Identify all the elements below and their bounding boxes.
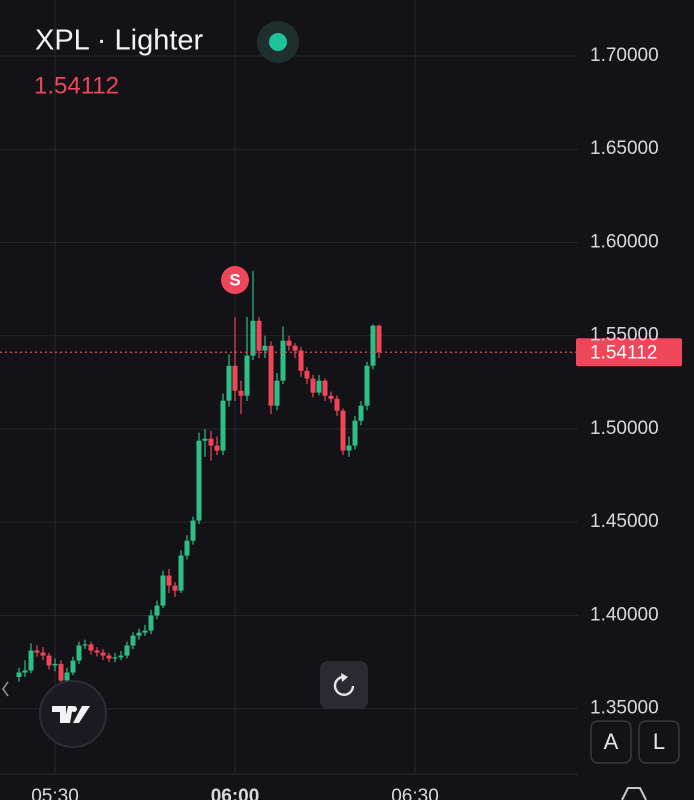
candle-body bbox=[316, 380, 322, 393]
candle-body bbox=[376, 325, 382, 353]
x-tick-label: 06:30 bbox=[391, 786, 439, 800]
candle-body bbox=[52, 663, 58, 666]
candle-body bbox=[220, 400, 226, 451]
candle-body bbox=[124, 645, 130, 656]
candle-body bbox=[184, 540, 190, 556]
candle-body bbox=[136, 632, 142, 636]
y-tick-label: 1.60000 bbox=[590, 231, 659, 252]
candle-body bbox=[76, 645, 82, 661]
candles bbox=[16, 270, 382, 687]
candle-body bbox=[364, 365, 370, 406]
candle-body bbox=[238, 390, 244, 396]
candle-body bbox=[286, 340, 292, 346]
reset-icon bbox=[333, 675, 355, 696]
y-tick-label: 1.40000 bbox=[590, 604, 659, 625]
signal-marker-label: S bbox=[229, 271, 240, 290]
logo-button[interactable] bbox=[39, 680, 107, 748]
candle-body bbox=[310, 378, 316, 393]
y-tick-label: 1.70000 bbox=[590, 45, 659, 66]
candle-body bbox=[64, 672, 70, 681]
logo-dot bbox=[71, 706, 77, 712]
candle-body bbox=[274, 380, 280, 406]
overlay: 1.54112 S bbox=[0, 266, 682, 367]
settings-icon[interactable] bbox=[621, 787, 647, 800]
scale-button-label: L bbox=[653, 729, 665, 754]
candle-body bbox=[166, 575, 172, 586]
last-price: 1.54112 bbox=[34, 72, 119, 99]
candle-body bbox=[112, 657, 118, 659]
y-tick-label: 1.45000 bbox=[590, 511, 659, 532]
candle-body bbox=[292, 345, 298, 351]
x-tick-label: 05:30 bbox=[31, 786, 79, 800]
candle-body bbox=[70, 660, 76, 673]
candle-body bbox=[40, 652, 46, 656]
candle-body bbox=[256, 320, 262, 351]
candle-body bbox=[88, 644, 94, 651]
candle-body bbox=[208, 438, 214, 446]
y-tick-label: 1.65000 bbox=[590, 138, 659, 159]
candle-body bbox=[328, 395, 334, 399]
x-tick-label: 06:00 bbox=[211, 786, 260, 800]
candle-body bbox=[280, 340, 286, 381]
y-tick-label: 1.35000 bbox=[590, 698, 659, 719]
candle-body bbox=[94, 650, 100, 653]
reset-icon-arrow bbox=[341, 673, 348, 682]
scale-button-label: A bbox=[604, 729, 619, 754]
candle-body bbox=[142, 630, 148, 633]
scale-button[interactable] bbox=[590, 720, 632, 764]
y-tick-label: 1.50000 bbox=[590, 418, 659, 439]
candle-body bbox=[346, 445, 352, 451]
candle-body bbox=[22, 670, 28, 673]
reset-button[interactable] bbox=[320, 661, 368, 709]
candle-body bbox=[298, 350, 304, 371]
candle-body bbox=[340, 410, 346, 451]
logo-icon bbox=[52, 706, 90, 723]
candle-body bbox=[154, 605, 160, 616]
candle-body bbox=[46, 655, 52, 666]
candle-body bbox=[322, 380, 328, 396]
candle-body bbox=[172, 585, 178, 591]
candle-body bbox=[28, 650, 34, 671]
candle-body bbox=[148, 615, 154, 631]
candle-body bbox=[106, 655, 112, 659]
status-dot bbox=[269, 33, 287, 51]
candle-body bbox=[226, 365, 232, 401]
last-price-tag-label: 1.54112 bbox=[590, 342, 657, 363]
candle-body bbox=[178, 555, 184, 591]
last-price-tag bbox=[576, 338, 682, 367]
candle-body bbox=[16, 672, 22, 678]
candle-body bbox=[232, 365, 238, 391]
y-tick-label: 1.55000 bbox=[590, 325, 659, 346]
candle-body bbox=[130, 635, 136, 646]
candle-body bbox=[244, 355, 250, 396]
candle-body bbox=[250, 320, 256, 356]
scale-button[interactable] bbox=[638, 720, 680, 764]
candle-body bbox=[82, 644, 88, 646]
candle-body bbox=[58, 663, 64, 681]
candle-body bbox=[268, 345, 274, 406]
candle-body bbox=[304, 370, 310, 379]
candle-body bbox=[334, 398, 340, 411]
candle-body bbox=[160, 575, 166, 606]
chart-title: XPL · Lighter bbox=[35, 25, 204, 57]
candle-body bbox=[34, 650, 40, 653]
candle-body bbox=[100, 652, 106, 656]
candle-body bbox=[352, 420, 358, 446]
scroll-left-icon[interactable] bbox=[2, 681, 9, 697]
candle-body bbox=[358, 405, 364, 421]
candle-body bbox=[202, 438, 208, 441]
candle-body bbox=[214, 445, 220, 451]
candle-body bbox=[370, 325, 376, 366]
candle-body bbox=[190, 520, 196, 541]
candle-body bbox=[118, 655, 124, 658]
signal-marker bbox=[221, 266, 249, 295]
candle-body bbox=[262, 345, 268, 351]
candle-body bbox=[196, 440, 202, 521]
